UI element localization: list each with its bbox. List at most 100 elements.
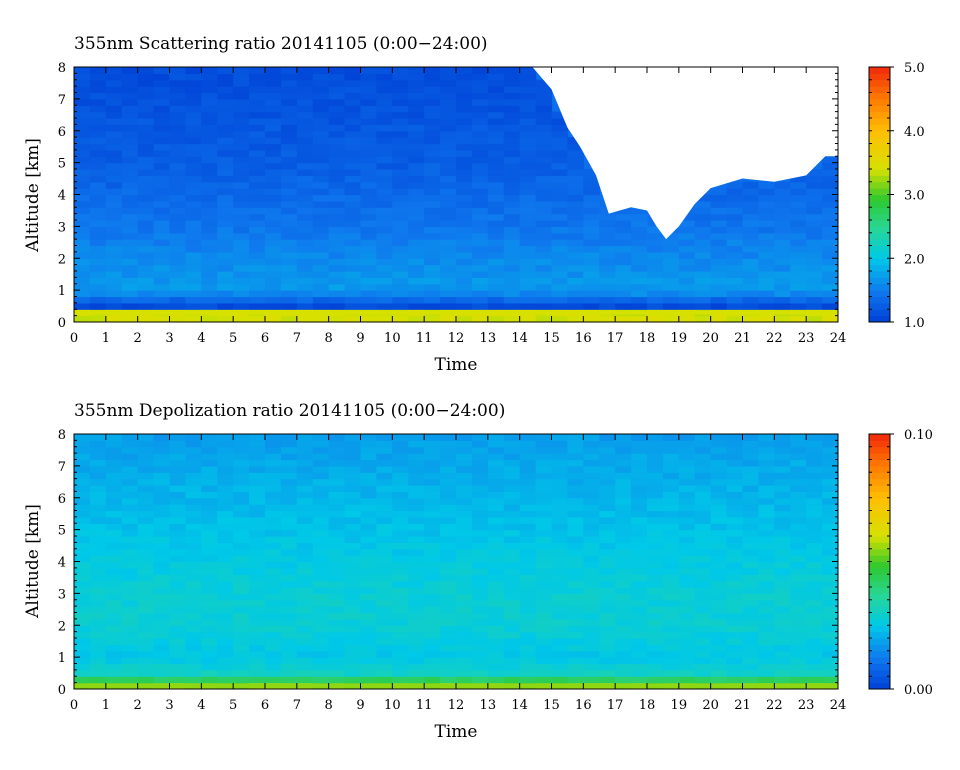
heatmap-cell [328, 612, 346, 620]
heatmap-cell [519, 599, 537, 607]
heatmap-cell [233, 283, 250, 291]
heatmap-cell [249, 631, 266, 639]
heatmap-cell [280, 631, 298, 639]
heatmap-cell [185, 523, 202, 531]
heatmap-cell [567, 536, 584, 543]
heatmap-cell [694, 446, 712, 454]
heatmap-cell [535, 302, 553, 310]
heatmap-cell [503, 440, 521, 448]
heatmap-cell [440, 200, 457, 208]
heatmap-cell [105, 118, 123, 125]
heatmap-cell [487, 446, 505, 454]
heatmap-cell [105, 548, 123, 556]
heatmap-cell [89, 599, 107, 607]
heatmap-cell [519, 529, 537, 537]
heatmap-cell [774, 657, 791, 665]
heatmap-cell [694, 478, 712, 486]
heatmap-cell [503, 669, 521, 677]
heatmap-cell [456, 111, 473, 119]
heatmap-cell [217, 188, 234, 196]
heatmap-cell [121, 194, 139, 202]
heatmap-cell [567, 188, 584, 196]
heatmap-cell [249, 599, 266, 607]
heatmap-cell [296, 251, 314, 259]
heatmap-cell [360, 277, 378, 285]
heatmap-cell [312, 188, 330, 196]
heatmap-cell [487, 207, 505, 215]
heatmap-cell [503, 67, 521, 74]
heatmap-cell [806, 213, 823, 221]
heatmap-cell [456, 631, 473, 639]
heatmap-cell [217, 169, 234, 176]
heatmap-cell [408, 213, 425, 221]
heatmap-cell [169, 124, 187, 132]
heatmap-cell [392, 491, 409, 499]
heatmap-cell [328, 124, 346, 132]
heatmap-cell [471, 188, 489, 196]
heatmap-cell [742, 459, 760, 467]
heatmap-cell [153, 453, 171, 461]
heatmap-cell [647, 548, 664, 556]
heatmap-cell [710, 510, 728, 518]
heatmap-cell [280, 251, 298, 259]
heatmap-cell [408, 555, 425, 563]
heatmap-cell [456, 542, 473, 550]
heatmap-cell [376, 73, 393, 81]
heatmap-cell [201, 523, 218, 531]
heatmap-cell [662, 446, 680, 454]
heatmap-cell [265, 143, 282, 151]
heatmap-cell [360, 574, 378, 582]
heatmap-cell [344, 669, 362, 677]
heatmap-cell [678, 650, 696, 658]
heatmap-cell [408, 118, 425, 125]
heatmap-cell [185, 181, 202, 189]
heatmap-cell [201, 510, 218, 518]
heatmap-cell [567, 264, 584, 272]
heatmap-cell [758, 618, 775, 626]
heatmap-cell [408, 516, 425, 524]
heatmap-cell [137, 283, 155, 291]
heatmap-cell [344, 555, 362, 563]
heatmap-cell [217, 277, 234, 285]
heatmap-cell [551, 491, 569, 499]
heatmap-cell [551, 561, 569, 569]
heatmap-cell [678, 446, 696, 454]
heatmap-cell [344, 302, 362, 310]
heatmap-cell [806, 650, 823, 658]
heatmap-cell [137, 612, 155, 620]
heatmap-cell [710, 599, 728, 607]
heatmap-cell [471, 574, 489, 582]
heatmap-cell [758, 251, 775, 259]
heatmap-cell [376, 239, 393, 247]
heatmap-cell [153, 149, 171, 157]
heatmap-cell [710, 618, 728, 626]
heatmap-cell [806, 220, 823, 227]
heatmap-cell [74, 258, 91, 266]
heatmap-cell [153, 663, 171, 671]
heatmap-cell [296, 200, 314, 208]
heatmap-plot-area [73, 66, 839, 323]
heatmap-cell [710, 226, 728, 234]
heatmap-cell [121, 574, 139, 582]
heatmap-cell [790, 663, 807, 671]
heatmap-cell [360, 491, 378, 499]
heatmap-cell [137, 207, 155, 215]
heatmap-cell [599, 315, 616, 322]
heatmap-cell [424, 676, 441, 684]
heatmap-cell [583, 561, 600, 569]
heatmap-cell [519, 606, 537, 614]
heatmap-cell [105, 434, 123, 441]
heatmap-cell [296, 504, 314, 512]
heatmap-cell [105, 251, 123, 259]
x-tick-label: 23 [798, 698, 815, 713]
heatmap-cell [519, 574, 537, 582]
heatmap-cell [153, 92, 171, 100]
heatmap-cell [328, 213, 346, 221]
heatmap-cell [344, 497, 362, 505]
heatmap-cell [424, 510, 441, 518]
heatmap-cell [440, 663, 457, 671]
heatmap-cell [74, 156, 91, 164]
heatmap-cell [487, 497, 505, 505]
heatmap-cell [487, 650, 505, 658]
heatmap-cell [201, 555, 218, 563]
